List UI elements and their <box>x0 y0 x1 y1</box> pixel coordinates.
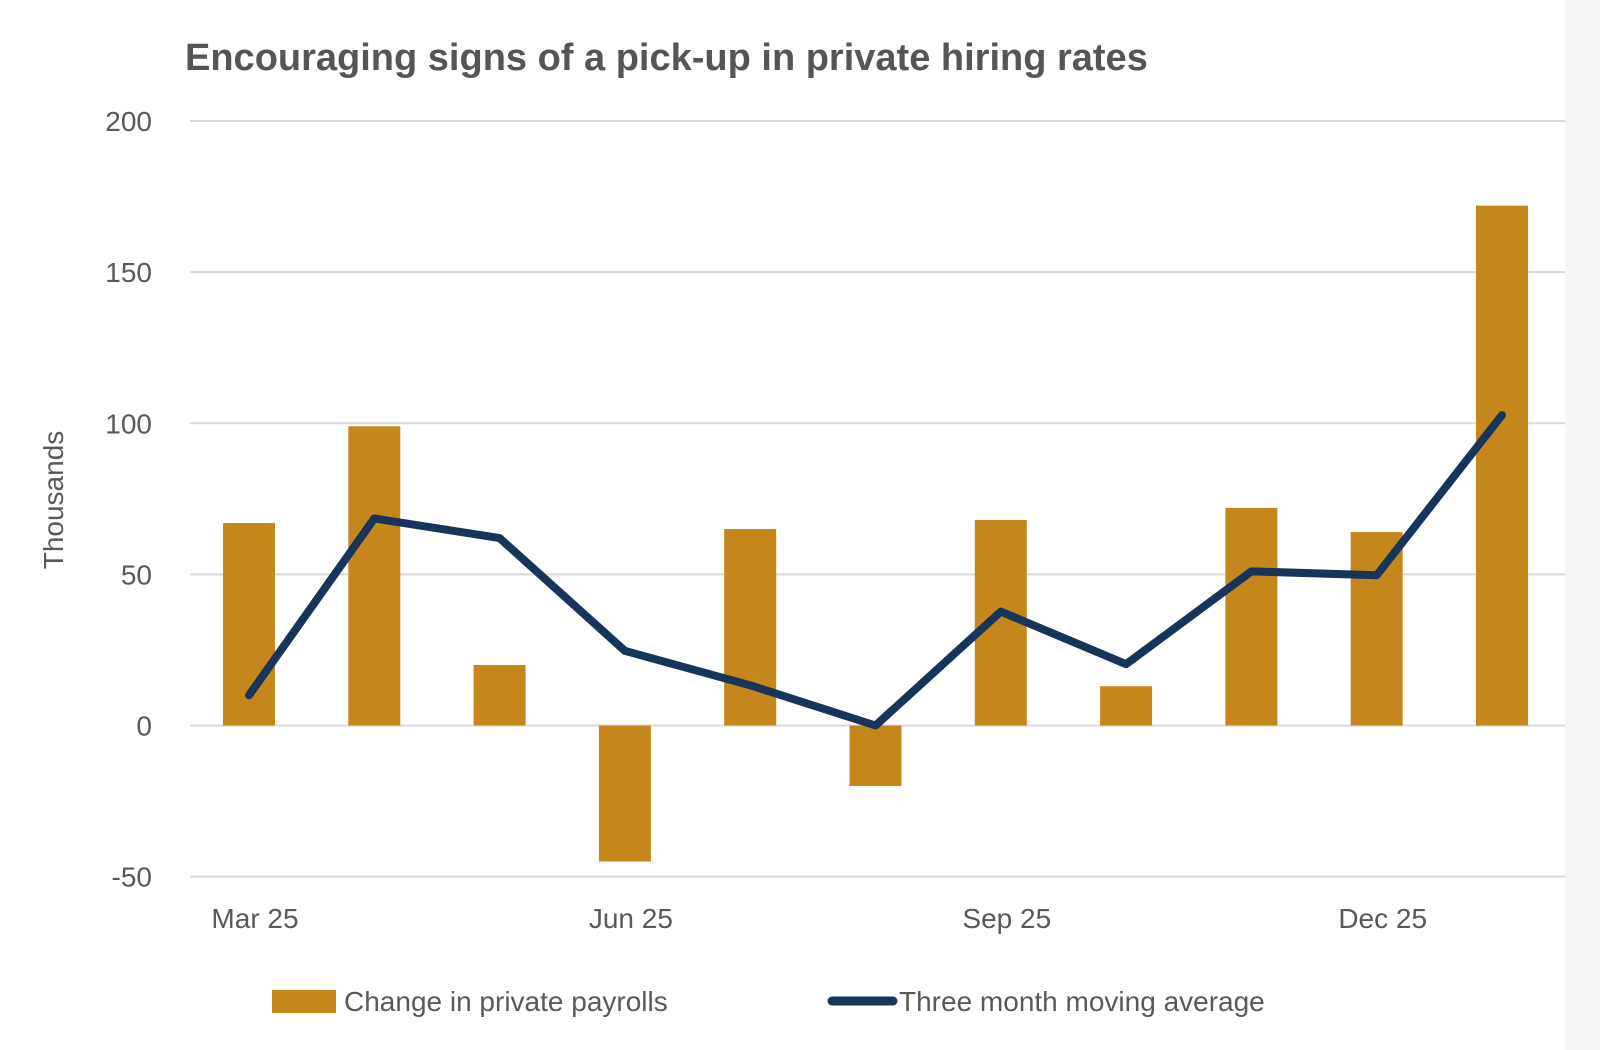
payrolls-bar <box>1350 532 1403 726</box>
x-tick-label: Jun 25 <box>589 903 673 934</box>
payroll-bars-layer <box>223 205 1528 862</box>
y-tick-label: -50 <box>112 862 152 893</box>
payrolls-bar <box>1476 205 1528 726</box>
y-tick-label: 100 <box>105 408 152 439</box>
legend: Change in private payrolls Three month m… <box>272 986 1265 1017</box>
y-axis-label: Thousands <box>38 431 69 570</box>
payrolls-bar <box>473 665 526 726</box>
payrolls-bar <box>1225 507 1278 726</box>
y-tick-label: 0 <box>136 711 152 742</box>
moving-average-line <box>245 411 1506 730</box>
payrolls-bar <box>724 529 777 726</box>
legend-bar-swatch-icon <box>272 990 336 1013</box>
y-tick-label: 150 <box>105 257 152 288</box>
right-background-strip <box>1565 0 1600 1050</box>
legend-bar-label: Change in private payrolls <box>344 986 668 1017</box>
payrolls-bar <box>849 725 902 786</box>
legend-line-label: Three month moving average <box>899 986 1265 1017</box>
y-tick-labels-layer: 200 150 100 50 0 -50 <box>105 106 152 893</box>
y-tick-label: 50 <box>121 559 152 590</box>
x-tick-label: Mar 25 <box>211 903 298 934</box>
payrolls-bar <box>598 725 651 862</box>
payrolls-bar <box>1100 686 1153 726</box>
y-tick-label: 200 <box>105 106 152 137</box>
x-tick-labels-layer: Mar 25 Jun 25 Sep 25 Dec 25 <box>211 903 1427 934</box>
payrolls-bar <box>348 426 401 726</box>
moving-average-line-layer <box>245 411 1506 730</box>
x-tick-label: Sep 25 <box>962 903 1051 934</box>
x-tick-label: Dec 25 <box>1338 903 1427 934</box>
chart-title: Encouraging signs of a pick-up in privat… <box>185 37 1148 79</box>
